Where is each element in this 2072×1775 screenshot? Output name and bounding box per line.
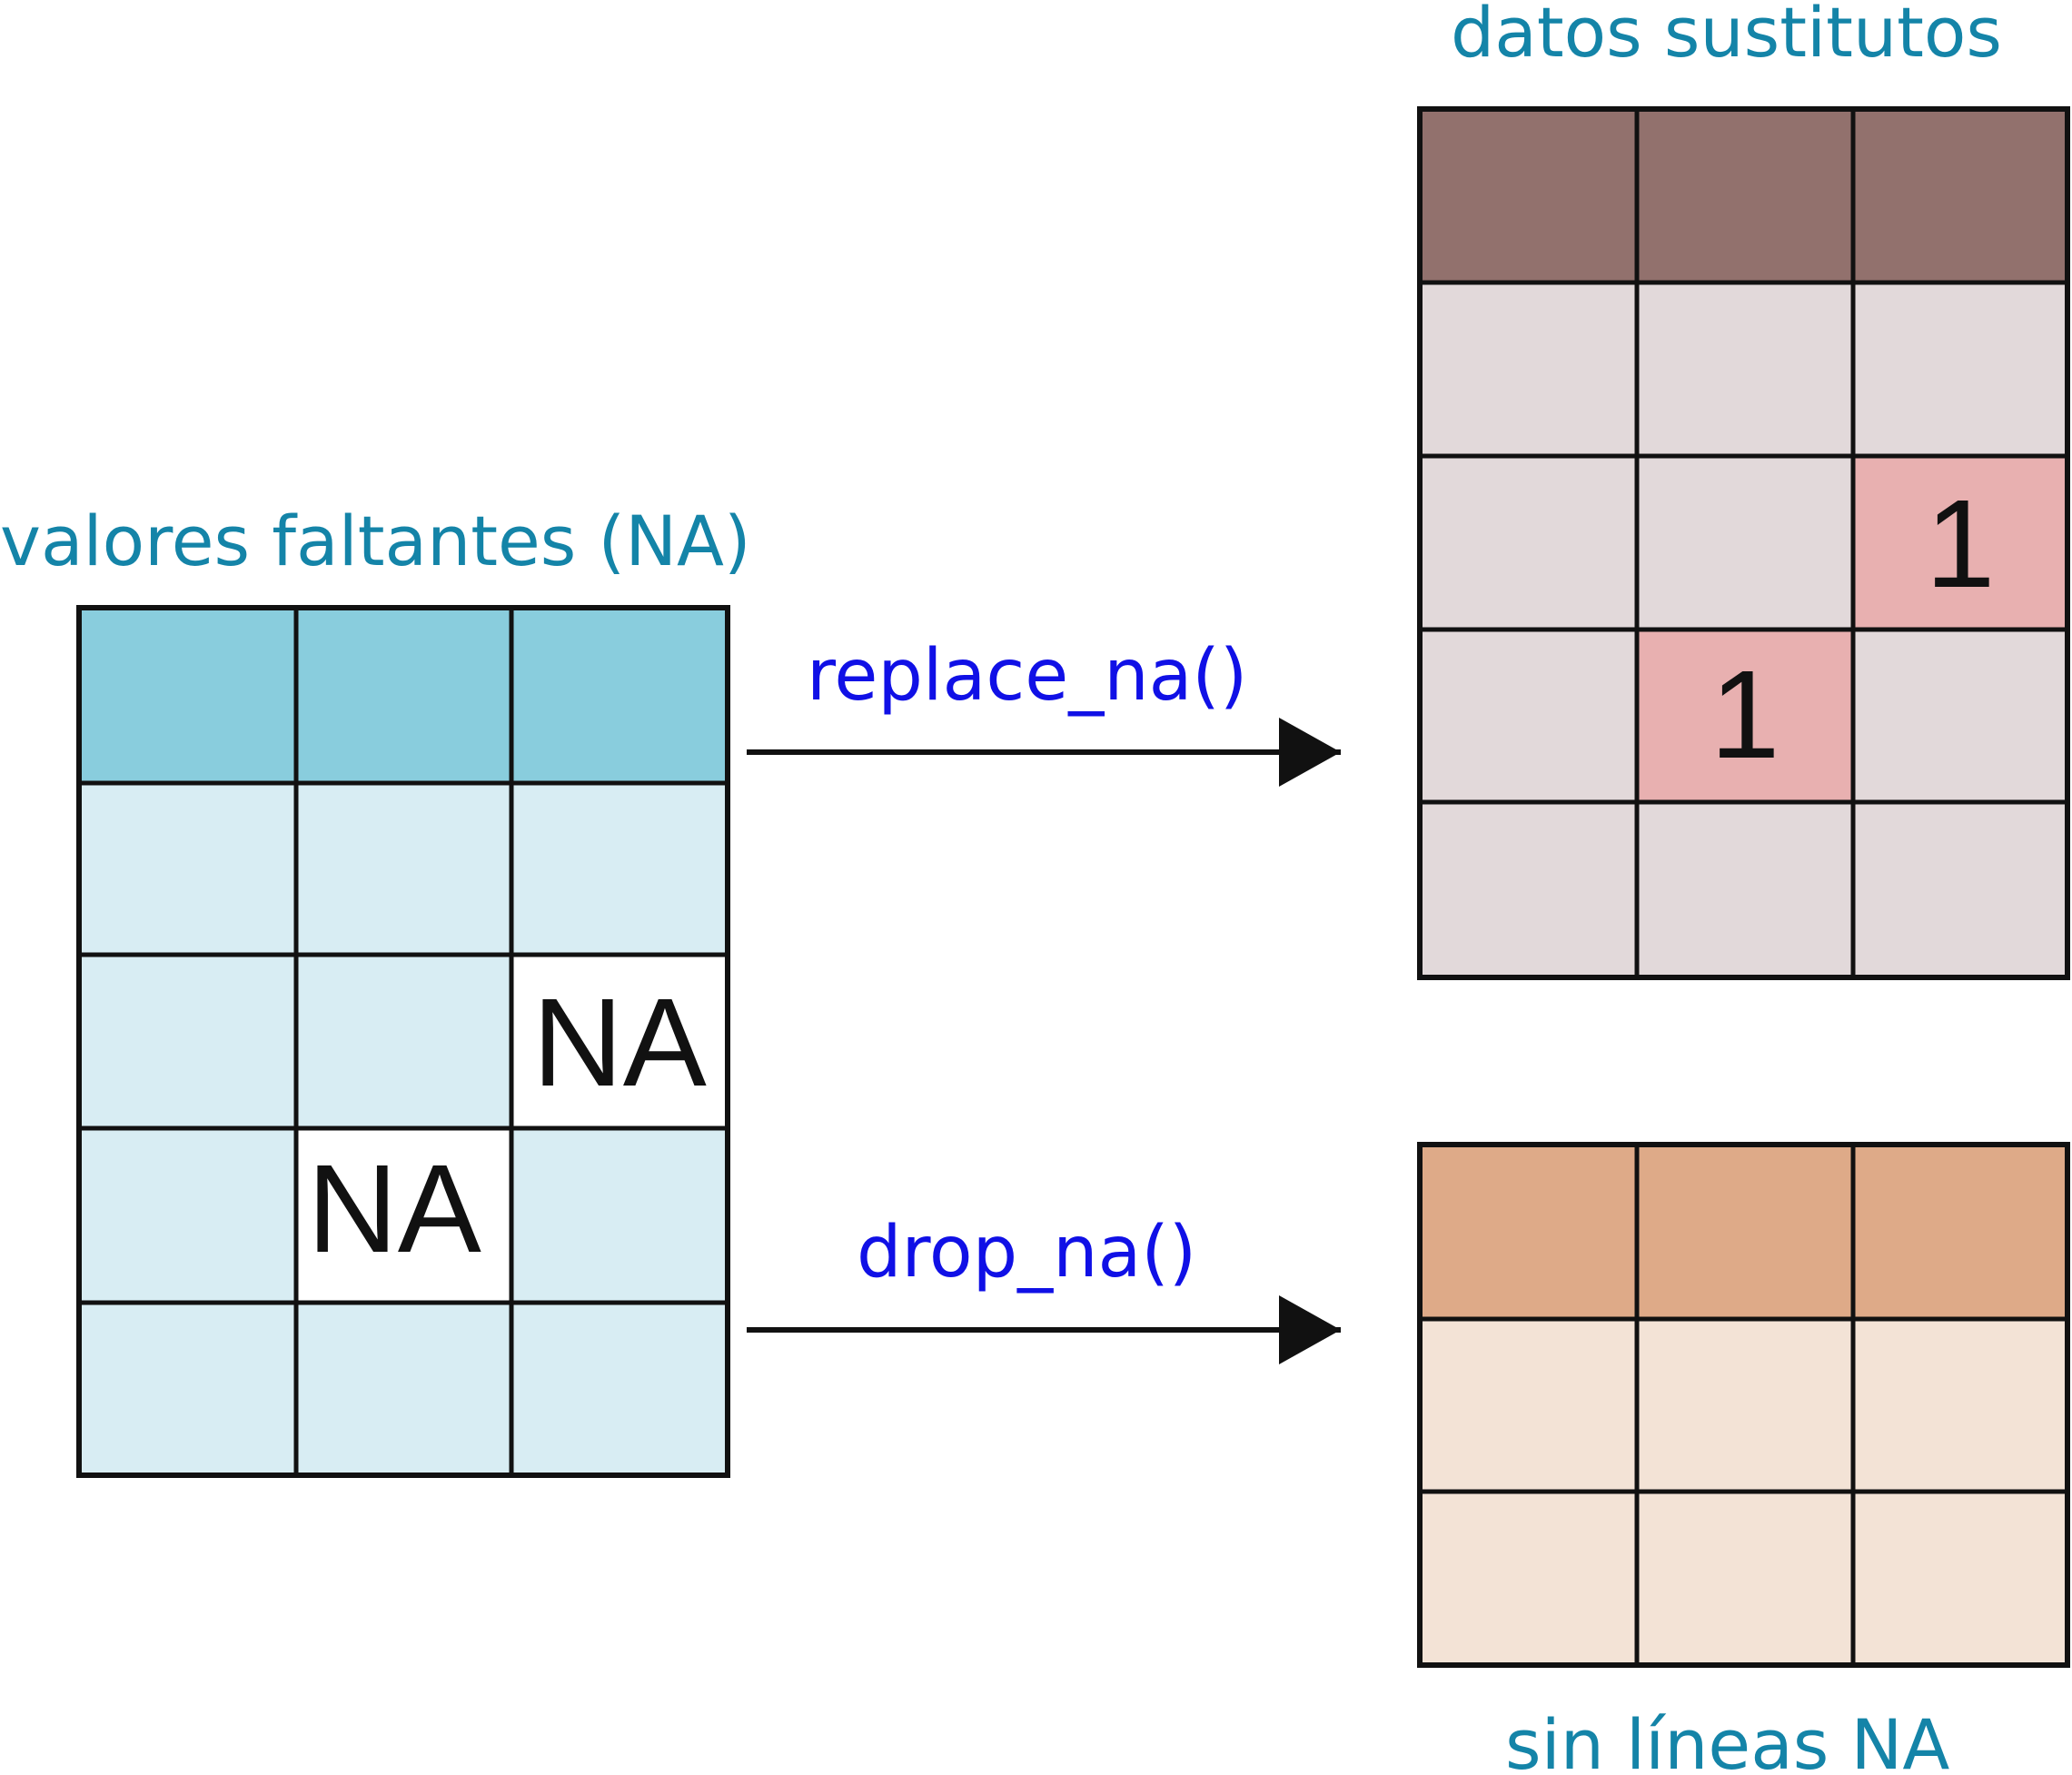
source-na-cell-r2-c3 <box>511 955 728 1128</box>
replace-na-label: replace_na() <box>807 635 1247 717</box>
replaced-value-2: 1 <box>1710 645 1780 785</box>
source-table: NA NA <box>76 605 730 1478</box>
replaced-value-1: 1 <box>1926 474 1996 614</box>
source-table-title: valores faltantes (NA) <box>0 501 751 581</box>
source-na-cell-r3-c2 <box>296 1128 511 1303</box>
source-header-row <box>79 608 728 783</box>
source-na-label-1: NA <box>532 973 707 1113</box>
drop-na-label: drop_na() <box>857 1212 1196 1294</box>
source-na-label-2: NA <box>307 1139 481 1279</box>
replaced-cell-r3-c2 <box>1637 630 1853 802</box>
replaced-table-title: datos sustitutos <box>1451 0 2002 73</box>
dropped-grid <box>1417 1142 2070 1668</box>
dropped-table <box>1417 1142 2070 1668</box>
replaced-header-row <box>1420 109 2067 283</box>
dropped-table-title: sin líneas NA <box>1505 1704 1949 1775</box>
replaced-table: 1 1 <box>1417 106 2070 980</box>
replaced-cell-r2-c3 <box>1853 456 2067 630</box>
drop-arrow: drop_na() <box>747 1212 1341 1364</box>
dropped-header-row <box>1420 1145 2067 1319</box>
replace-arrow: replace_na() <box>747 635 1341 787</box>
replaced-grid <box>1417 106 2070 980</box>
source-grid <box>76 605 730 1478</box>
